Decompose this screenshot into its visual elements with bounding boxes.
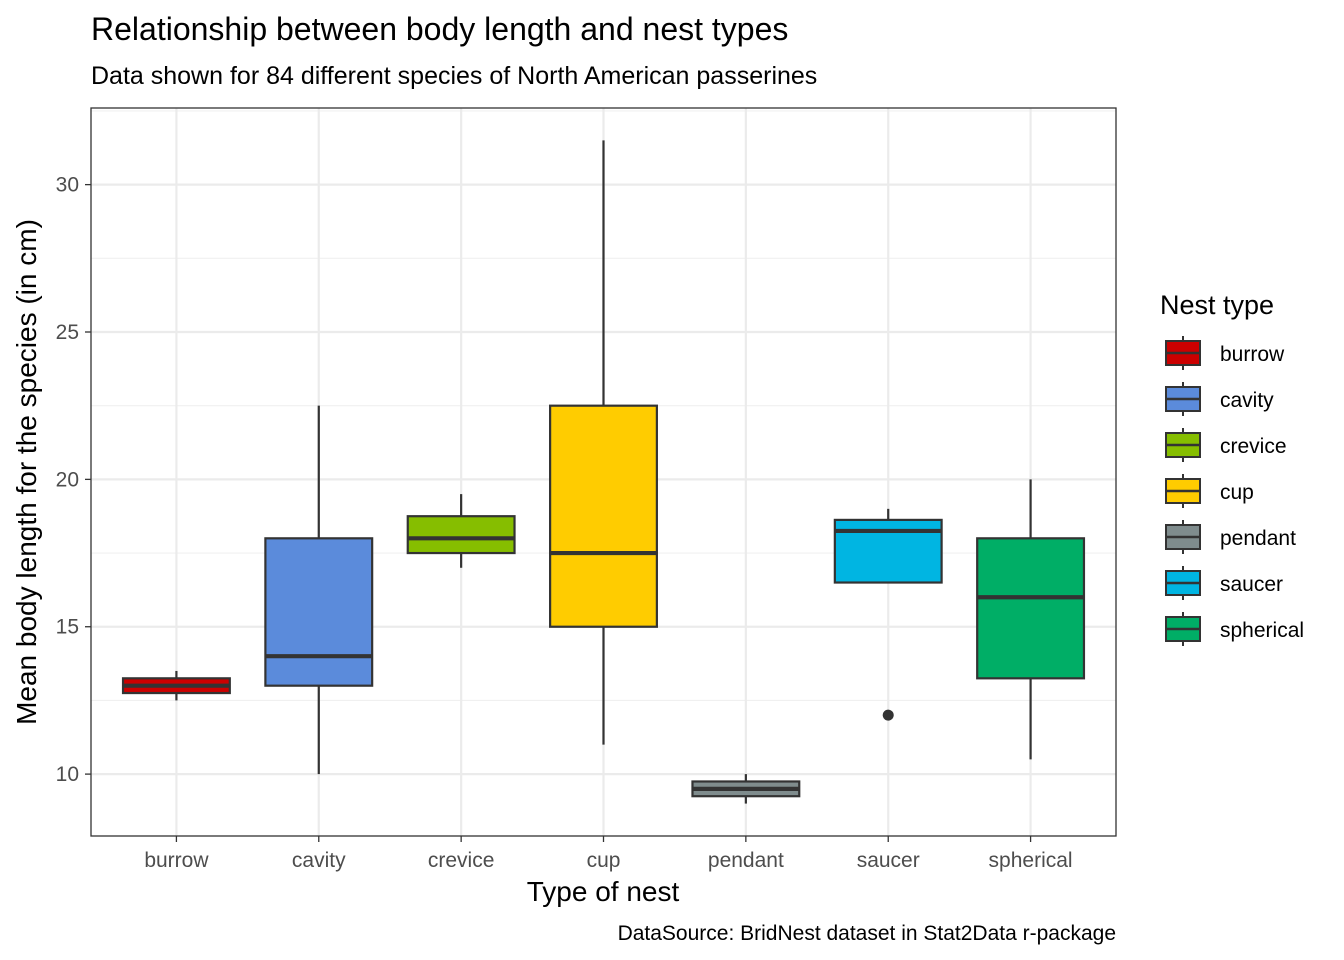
x-tick-label: burrow <box>144 849 209 872</box>
x-tick-label: cavity <box>292 849 346 872</box>
box-body <box>264 537 374 687</box>
box-body <box>406 515 516 555</box>
legend-label: cavity <box>1220 389 1274 412</box>
box-spherical <box>976 479 1086 760</box>
y-tick-label: 20 <box>56 468 79 491</box>
outlier-point <box>882 709 894 721</box>
box-body <box>549 404 658 628</box>
box-body <box>976 537 1086 680</box>
legend-item-cavity: cavity <box>1165 382 1274 416</box>
legend-label: burrow <box>1220 343 1285 366</box>
legend-item-burrow: burrow <box>1165 336 1285 370</box>
legend-label: spherical <box>1220 619 1304 642</box>
legend-label: cup <box>1220 481 1254 504</box>
legend-label: crevice <box>1220 435 1287 458</box>
legend-item-saucer: saucer <box>1165 566 1283 600</box>
legend-item-cup: cup <box>1165 474 1254 508</box>
box-saucer <box>833 508 943 721</box>
y-tick-label: 25 <box>56 321 79 344</box>
plot-panel <box>90 107 1117 837</box>
y-axis: 10 15 20 25 30 <box>56 174 91 786</box>
box-pendant <box>691 774 801 804</box>
y-tick-label: 15 <box>56 616 79 639</box>
box-cavity <box>264 405 374 775</box>
chart-title: Relationship between body length and nes… <box>91 11 788 47</box>
box-burrow <box>121 670 231 701</box>
y-tick-label: 30 <box>56 174 79 197</box>
y-axis-title: Mean body length for the species (in cm) <box>11 219 42 725</box>
legend-label: saucer <box>1220 573 1283 596</box>
box-cup <box>549 140 658 745</box>
legend-item-spherical: spherical <box>1165 612 1304 646</box>
x-axis: burrow cavity crevice cup pendant saucer spher… <box>144 836 1073 872</box>
legend: Nest type burrow cavity crevice cup pendant s… <box>1160 290 1304 646</box>
chart-caption: DataSource: BridNest dataset in Stat2Dat… <box>618 922 1116 945</box>
x-axis-title: Type of nest <box>527 876 680 907</box>
chart-subtitle: Data shown for 84 different species of N… <box>91 62 817 90</box>
legend-label: pendant <box>1220 527 1296 550</box>
box-crevice <box>406 494 516 568</box>
y-tick-label: 10 <box>56 763 79 786</box>
legend-title: Nest type <box>1160 290 1274 320</box>
x-tick-label: cup <box>587 849 621 872</box>
x-tick-label: saucer <box>857 849 920 872</box>
legend-item-crevice: crevice <box>1165 428 1287 462</box>
x-tick-label: crevice <box>428 849 495 872</box>
legend-item-pendant: pendant <box>1165 520 1296 554</box>
x-tick-label: spherical <box>989 849 1073 872</box>
x-tick-label: pendant <box>708 849 784 872</box>
